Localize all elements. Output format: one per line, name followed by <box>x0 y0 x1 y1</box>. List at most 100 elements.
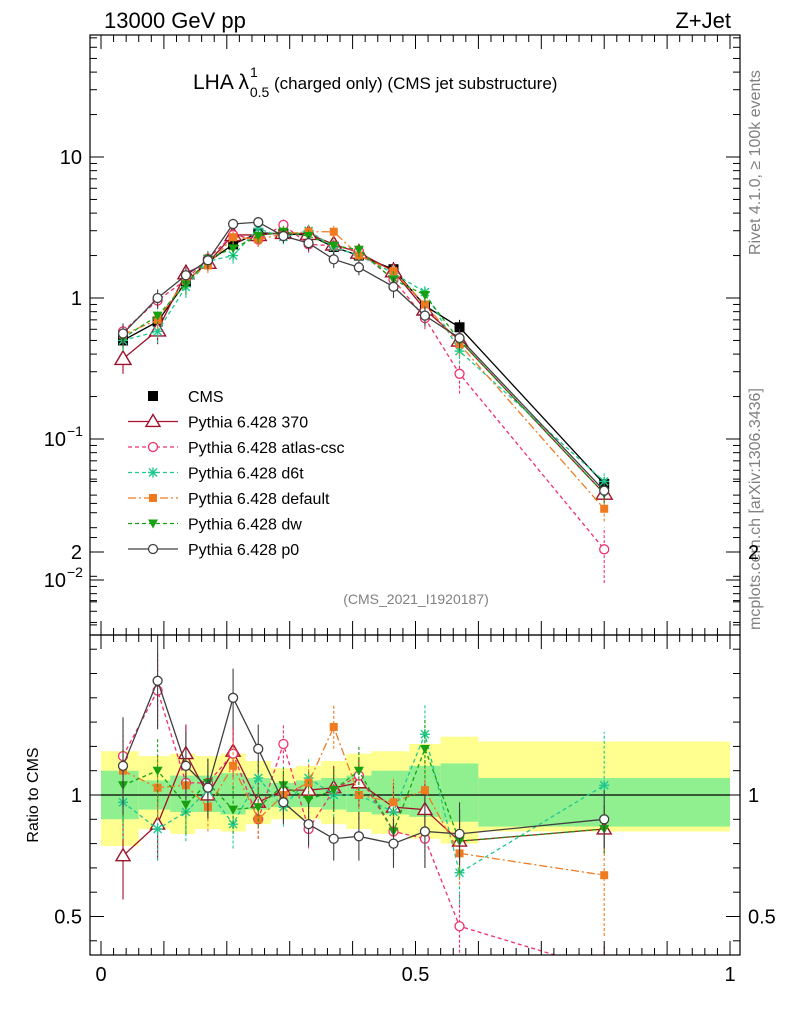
ratio-line-d6t <box>122 732 605 874</box>
main-point-p0 <box>180 270 192 281</box>
main-point-dw <box>419 291 430 301</box>
ratio-y-axis-label: Ratio to CMS <box>25 747 42 842</box>
ratio-point-dw <box>303 795 314 805</box>
main-point-p0 <box>202 255 214 266</box>
ratio-point-p0 <box>599 814 610 825</box>
legend-label-default: Pythia 6.428 default <box>188 491 330 508</box>
main-point-p0 <box>419 310 431 321</box>
ratio-x-tick-label: 1 <box>724 964 735 986</box>
main-point-d6t <box>599 476 610 487</box>
main-line-dw <box>122 231 605 495</box>
ratio-point-p370 <box>114 847 132 862</box>
legend-label-d6t: Pythia 6.428 d6t <box>188 466 304 483</box>
legend-marker-dw <box>148 519 158 529</box>
rivet-version-label: Rivet 4.1.0, ≥ 100k events <box>747 70 764 255</box>
ratio-point-dw <box>328 786 339 796</box>
legend-entry-atlas: Pythia 6.428 atlas-csc <box>128 440 345 457</box>
legend-marker-cms <box>148 391 158 401</box>
legend-marker-d6t <box>148 467 158 478</box>
ratio-point-default <box>229 761 238 770</box>
ratio-point-default <box>600 871 609 880</box>
ratio-y-tick-label-left: 2 <box>71 542 82 564</box>
ratio-point-d6t <box>599 780 610 791</box>
legend-entry-p370: Pythia 6.428 370 <box>128 413 308 432</box>
ratio-y-tick-label-right: 0.5 <box>748 907 776 929</box>
ratio-x-tick-label: 0 <box>95 964 106 986</box>
ratio-y-tick-label-left: 0.5 <box>54 907 82 929</box>
ratio-point-dw <box>152 766 163 776</box>
main-point-dw <box>180 280 191 290</box>
main-point-p0 <box>303 237 314 249</box>
title-main: LHA λ <box>193 71 250 94</box>
ratio-point-dw <box>228 805 239 815</box>
main-point-dw <box>328 241 339 251</box>
main-point-p0 <box>278 230 289 242</box>
main-point-default <box>329 227 338 236</box>
ratio-point-p0 <box>388 838 399 849</box>
ratio-point-default <box>389 798 398 807</box>
ratio-line-default <box>122 725 605 876</box>
legend-label-cms: CMS <box>188 389 224 406</box>
legend-marker-p0 <box>147 543 159 555</box>
main-series-p0 <box>117 217 610 500</box>
legend-label-dw: Pythia 6.428 dw <box>188 517 302 534</box>
legend-marker-p370 <box>144 413 162 428</box>
ratio-point-default <box>420 786 429 795</box>
ratio-point-dw <box>253 803 264 813</box>
ratio-point-p0 <box>152 675 163 686</box>
main-point-p0 <box>353 262 365 273</box>
main-point-default <box>389 267 398 276</box>
main-point-p0 <box>152 292 163 304</box>
main-y-tick-exponent: −2 <box>67 564 83 580</box>
main-y-tick-exponent: −1 <box>67 423 83 439</box>
ratio-point-p0 <box>227 692 239 703</box>
main-point-dw <box>353 245 364 255</box>
main-y-tick-label: 10 <box>60 147 82 169</box>
main-point-default <box>600 504 609 513</box>
ratio-series-layer <box>114 635 613 955</box>
main-point-dw <box>228 244 239 254</box>
ratio-point-p0 <box>353 831 365 842</box>
ratio-series-p0 <box>117 635 610 868</box>
main-y-tick-label: 10 <box>44 570 66 592</box>
ratio-point-p0 <box>278 797 289 808</box>
legend-marker-atlas <box>147 441 159 453</box>
ratio-point-p0 <box>202 782 214 793</box>
main-point-atlas <box>599 544 610 555</box>
ratio-line-p370 <box>122 749 605 857</box>
ratio-x-tick-label: 0.5 <box>402 964 430 986</box>
main-point-default <box>229 233 238 242</box>
main-point-default <box>420 300 429 309</box>
main-point-p0 <box>454 332 465 344</box>
legend-entry-default: Pythia 6.428 default <box>128 491 330 508</box>
legend-label-p0: Pythia 6.428 p0 <box>188 542 299 559</box>
legend-entry-cms: CMS <box>148 389 224 406</box>
ratio-point-atlas <box>278 738 289 750</box>
ratio-point-p0 <box>303 819 314 830</box>
main-point-atlas <box>454 368 465 379</box>
main-point-dw <box>253 232 264 242</box>
ratio-point-d6t <box>152 824 163 835</box>
legend-entry-p0: Pythia 6.428 p0 <box>128 542 299 559</box>
legend-marker-default <box>149 494 157 502</box>
header-process-label: Z+Jet <box>675 8 731 33</box>
main-point-p0 <box>117 328 129 339</box>
legend: CMS Pythia 6.428 370 Pythia 6.428 atlas-cs… <box>128 389 345 559</box>
main-point-cms <box>454 322 465 333</box>
ratio-panel-frame <box>89 634 741 956</box>
ratio-point-p0 <box>180 760 192 771</box>
legend-label-p370: Pythia 6.428 370 <box>188 415 308 432</box>
ratio-point-d6t <box>228 819 239 830</box>
ratio-line-p0 <box>122 678 605 845</box>
ratio-point-p0 <box>454 828 465 840</box>
ratio-point-atlas <box>454 921 465 932</box>
ratio-y-tick-label-right: 2 <box>748 542 759 564</box>
main-point-p370 <box>113 349 133 366</box>
main-point-p0 <box>599 485 610 496</box>
header-energy-label: 13000 GeV pp <box>104 8 246 33</box>
plot-title: LHA λ1 0.5 (charged only) (CMS jet substr… <box>193 64 557 100</box>
title-subscript: 0.5 <box>250 84 270 100</box>
ratio-point-d6t <box>253 772 264 783</box>
